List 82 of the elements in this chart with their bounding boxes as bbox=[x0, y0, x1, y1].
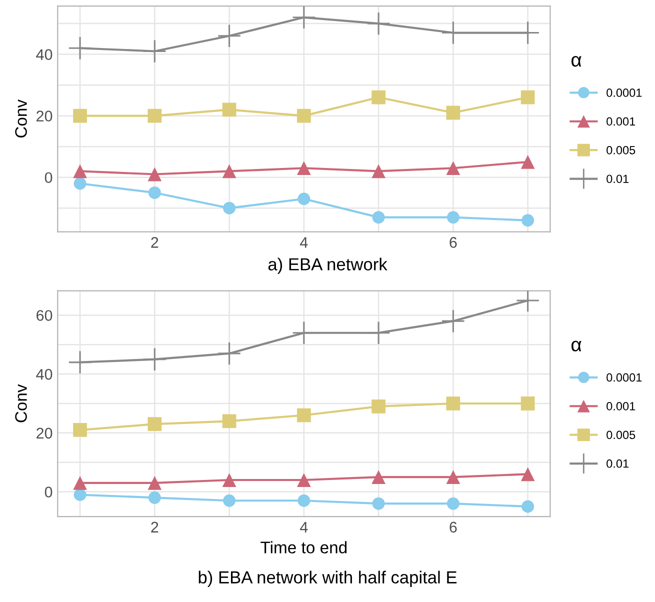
point bbox=[222, 473, 236, 487]
point bbox=[73, 108, 87, 123]
point bbox=[218, 342, 240, 365]
point bbox=[222, 414, 236, 428]
point bbox=[296, 408, 311, 422]
point bbox=[372, 164, 386, 178]
point bbox=[296, 473, 311, 487]
point bbox=[148, 491, 161, 504]
point bbox=[372, 211, 385, 224]
point bbox=[520, 467, 535, 482]
point bbox=[223, 494, 236, 507]
legend-label: 0.005 bbox=[606, 146, 636, 154]
point bbox=[522, 214, 534, 227]
x-tick-label: 6 bbox=[450, 522, 457, 533]
point bbox=[148, 167, 162, 182]
y-tick-label: 40 bbox=[36, 368, 52, 380]
y-tick-label: 20 bbox=[36, 428, 52, 439]
point bbox=[372, 470, 386, 484]
point bbox=[520, 90, 535, 104]
point bbox=[68, 351, 92, 374]
point bbox=[74, 177, 86, 190]
y-tick-label: 0 bbox=[44, 172, 52, 184]
legend-label: 0.01 bbox=[606, 174, 628, 184]
point bbox=[148, 417, 162, 432]
y-tick-label: 60 bbox=[36, 310, 52, 321]
point bbox=[446, 161, 460, 176]
point bbox=[148, 108, 162, 123]
legend-label: 0.0001 bbox=[606, 373, 642, 382]
point bbox=[222, 102, 236, 117]
point bbox=[446, 497, 460, 510]
legend-title: α bbox=[571, 56, 582, 67]
x-tick-label: 2 bbox=[151, 522, 158, 532]
point bbox=[296, 161, 311, 176]
point bbox=[520, 396, 535, 410]
point bbox=[516, 290, 539, 312]
point bbox=[144, 348, 166, 370]
point bbox=[367, 322, 390, 344]
y-tick-label: 20 bbox=[36, 110, 52, 122]
point bbox=[73, 423, 87, 437]
point bbox=[292, 6, 316, 29]
point bbox=[68, 37, 92, 60]
point bbox=[218, 24, 240, 47]
y-axis-title: Conv bbox=[15, 100, 27, 138]
legend-label: 0.001 bbox=[606, 117, 636, 126]
point bbox=[446, 106, 460, 120]
point bbox=[298, 192, 310, 206]
legend-label: 0.005 bbox=[606, 430, 636, 440]
point bbox=[223, 202, 236, 214]
point bbox=[148, 476, 162, 490]
y-tick-label: 40 bbox=[36, 49, 52, 60]
point bbox=[446, 396, 460, 410]
legend-label: 0.01 bbox=[606, 459, 628, 468]
x-tick-label: 4 bbox=[300, 522, 308, 532]
y-axis-title: Conv bbox=[15, 384, 27, 422]
point bbox=[296, 108, 311, 123]
legend-label: 0.0001 bbox=[606, 88, 642, 97]
point bbox=[372, 90, 386, 104]
x-tick-label: 6 bbox=[450, 237, 457, 248]
point bbox=[148, 186, 161, 199]
point bbox=[442, 310, 464, 332]
x-axis-title: Time to end bbox=[260, 541, 347, 554]
point bbox=[292, 322, 316, 344]
point bbox=[446, 470, 460, 484]
point bbox=[520, 155, 535, 169]
point bbox=[298, 494, 310, 507]
legend-title: α bbox=[571, 340, 582, 352]
point bbox=[74, 488, 86, 501]
legend-label: 0.001 bbox=[606, 402, 636, 410]
x-tick-label: 4 bbox=[300, 237, 308, 248]
y-tick-label: 0 bbox=[44, 486, 52, 498]
point bbox=[372, 399, 386, 414]
point bbox=[73, 476, 87, 490]
x-tick-label: 2 bbox=[151, 237, 158, 248]
point bbox=[73, 164, 87, 178]
point bbox=[372, 497, 385, 510]
point bbox=[144, 40, 166, 62]
text: b) EBA network with half capital E bbox=[198, 570, 457, 587]
text: a) EBA network bbox=[268, 258, 388, 274]
point bbox=[222, 164, 236, 178]
point bbox=[446, 211, 460, 224]
point bbox=[522, 500, 534, 513]
point bbox=[367, 12, 390, 35]
